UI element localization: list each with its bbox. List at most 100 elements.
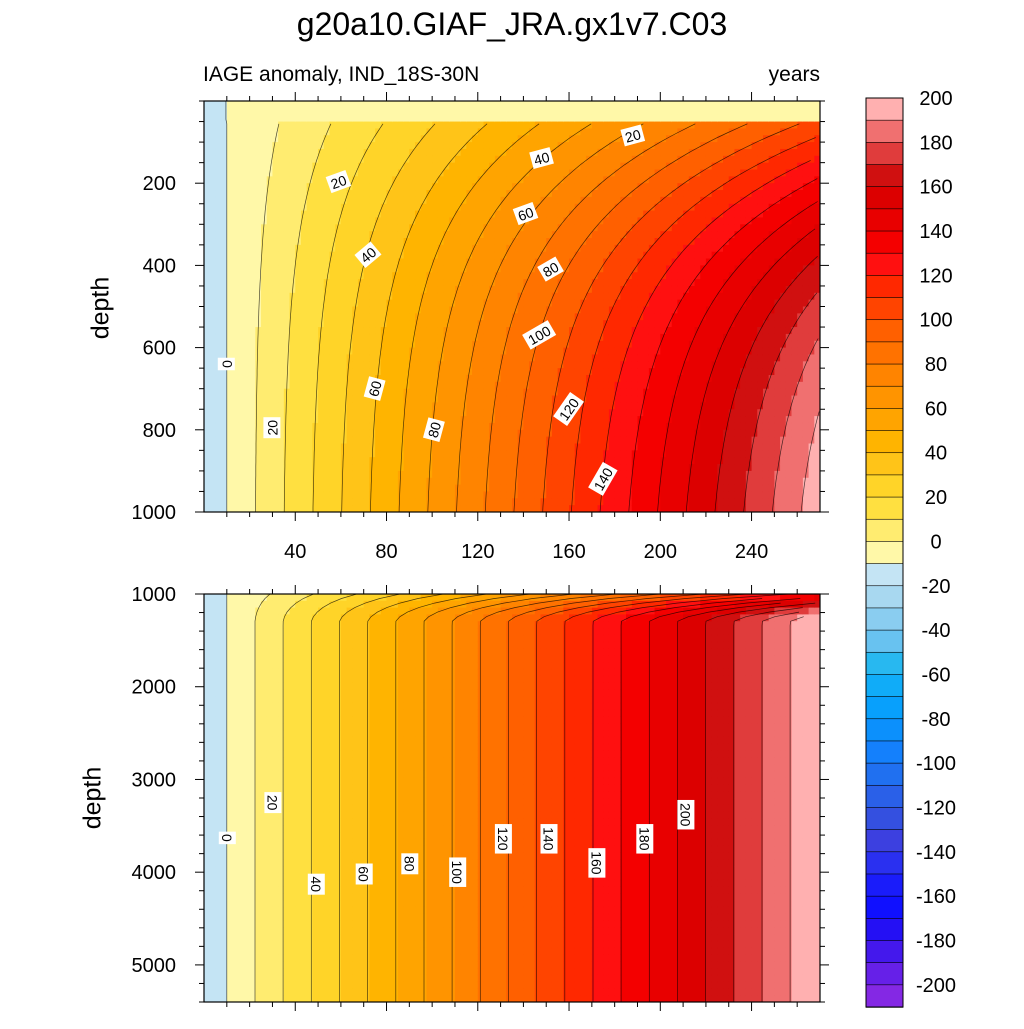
field-cell — [620, 224, 627, 232]
field-cell — [454, 327, 462, 335]
field-cell — [580, 409, 587, 417]
field-cell — [626, 333, 633, 342]
field-cell — [597, 457, 604, 465]
field-cell — [352, 272, 359, 280]
field-cell — [238, 333, 245, 342]
field-cell — [494, 196, 502, 205]
field-cell — [266, 210, 274, 219]
field-cell — [329, 101, 336, 109]
field-cell — [238, 306, 245, 314]
field-cell — [557, 436, 564, 445]
field-cell — [323, 251, 331, 260]
field-cell — [529, 135, 536, 143]
field-cell — [631, 484, 639, 493]
field-cell — [306, 162, 313, 171]
field-cell — [506, 381, 513, 390]
field-cell — [426, 484, 433, 493]
field-cell — [255, 148, 262, 157]
field-cell — [209, 498, 216, 506]
field-cell — [238, 224, 245, 232]
field-cell — [466, 183, 473, 191]
field-cell — [494, 244, 502, 253]
field-cell — [204, 265, 211, 273]
field-cell — [221, 368, 228, 376]
field-cell — [272, 155, 279, 164]
field-cell — [261, 210, 268, 219]
field-cell — [546, 224, 553, 232]
field-cell — [586, 320, 593, 328]
field-cell — [631, 498, 639, 506]
field-cell — [631, 203, 639, 212]
field-cell — [466, 265, 473, 273]
field-cell — [415, 333, 422, 342]
field-cell — [432, 381, 439, 390]
field-cell — [437, 320, 445, 328]
field-cell — [300, 409, 308, 417]
field-cell — [620, 238, 627, 246]
field-cell — [529, 279, 536, 287]
field-cell — [249, 279, 256, 287]
field-cell — [335, 388, 342, 397]
field-cell — [557, 333, 564, 342]
field-cell — [215, 148, 222, 157]
field-cell — [289, 409, 296, 417]
field-cell — [460, 114, 467, 123]
field-cell — [512, 299, 519, 308]
field-cell — [346, 148, 353, 157]
field-cell — [563, 142, 570, 150]
field-cell — [523, 402, 530, 410]
field-cell — [380, 436, 388, 445]
field-cell — [454, 375, 462, 383]
field-cell — [346, 491, 353, 499]
field-cell — [426, 457, 433, 465]
field-cell — [209, 272, 216, 280]
field-cell — [500, 375, 507, 383]
field-cell — [312, 101, 319, 109]
field-cell — [255, 340, 262, 349]
field-cell — [472, 121, 479, 129]
field-cell — [352, 450, 359, 458]
field-cell — [323, 292, 331, 301]
field-cell — [626, 416, 633, 424]
field-cell — [449, 217, 456, 225]
field-cell — [340, 292, 348, 301]
field-cell — [209, 244, 216, 253]
field-cell — [654, 375, 661, 383]
field-cell — [375, 217, 382, 225]
field-cell — [631, 169, 639, 177]
field-cell — [204, 279, 211, 287]
field-cell — [608, 443, 616, 451]
field-cell — [449, 477, 456, 486]
field-cell — [500, 231, 507, 239]
field-cell — [483, 238, 490, 246]
field-cell — [289, 320, 296, 328]
field-cell — [591, 470, 599, 479]
field-cell — [569, 265, 576, 273]
field-cell — [352, 114, 359, 123]
field-cell — [586, 395, 593, 403]
field-cell — [637, 210, 644, 219]
field-cell — [289, 306, 296, 314]
field-cell — [534, 436, 542, 445]
field-cell — [660, 491, 667, 499]
field-cell — [278, 416, 285, 424]
field-cell — [329, 238, 336, 246]
field-cell — [375, 313, 382, 321]
field-cell — [648, 477, 656, 486]
field-cell — [266, 313, 274, 321]
field-cell — [637, 162, 644, 171]
field-cell — [340, 190, 348, 198]
field-cell — [648, 402, 656, 410]
field-cell — [409, 381, 416, 390]
field-cell — [477, 217, 485, 225]
field-cell — [295, 327, 302, 335]
field-cell — [603, 251, 610, 260]
field-cell — [489, 470, 496, 479]
field-cell — [569, 107, 576, 116]
field-cell — [295, 450, 302, 458]
field-cell — [660, 361, 667, 369]
field-cell — [392, 402, 399, 410]
field-cell — [614, 210, 621, 219]
field-cell — [295, 265, 302, 273]
field-cell — [209, 121, 216, 129]
